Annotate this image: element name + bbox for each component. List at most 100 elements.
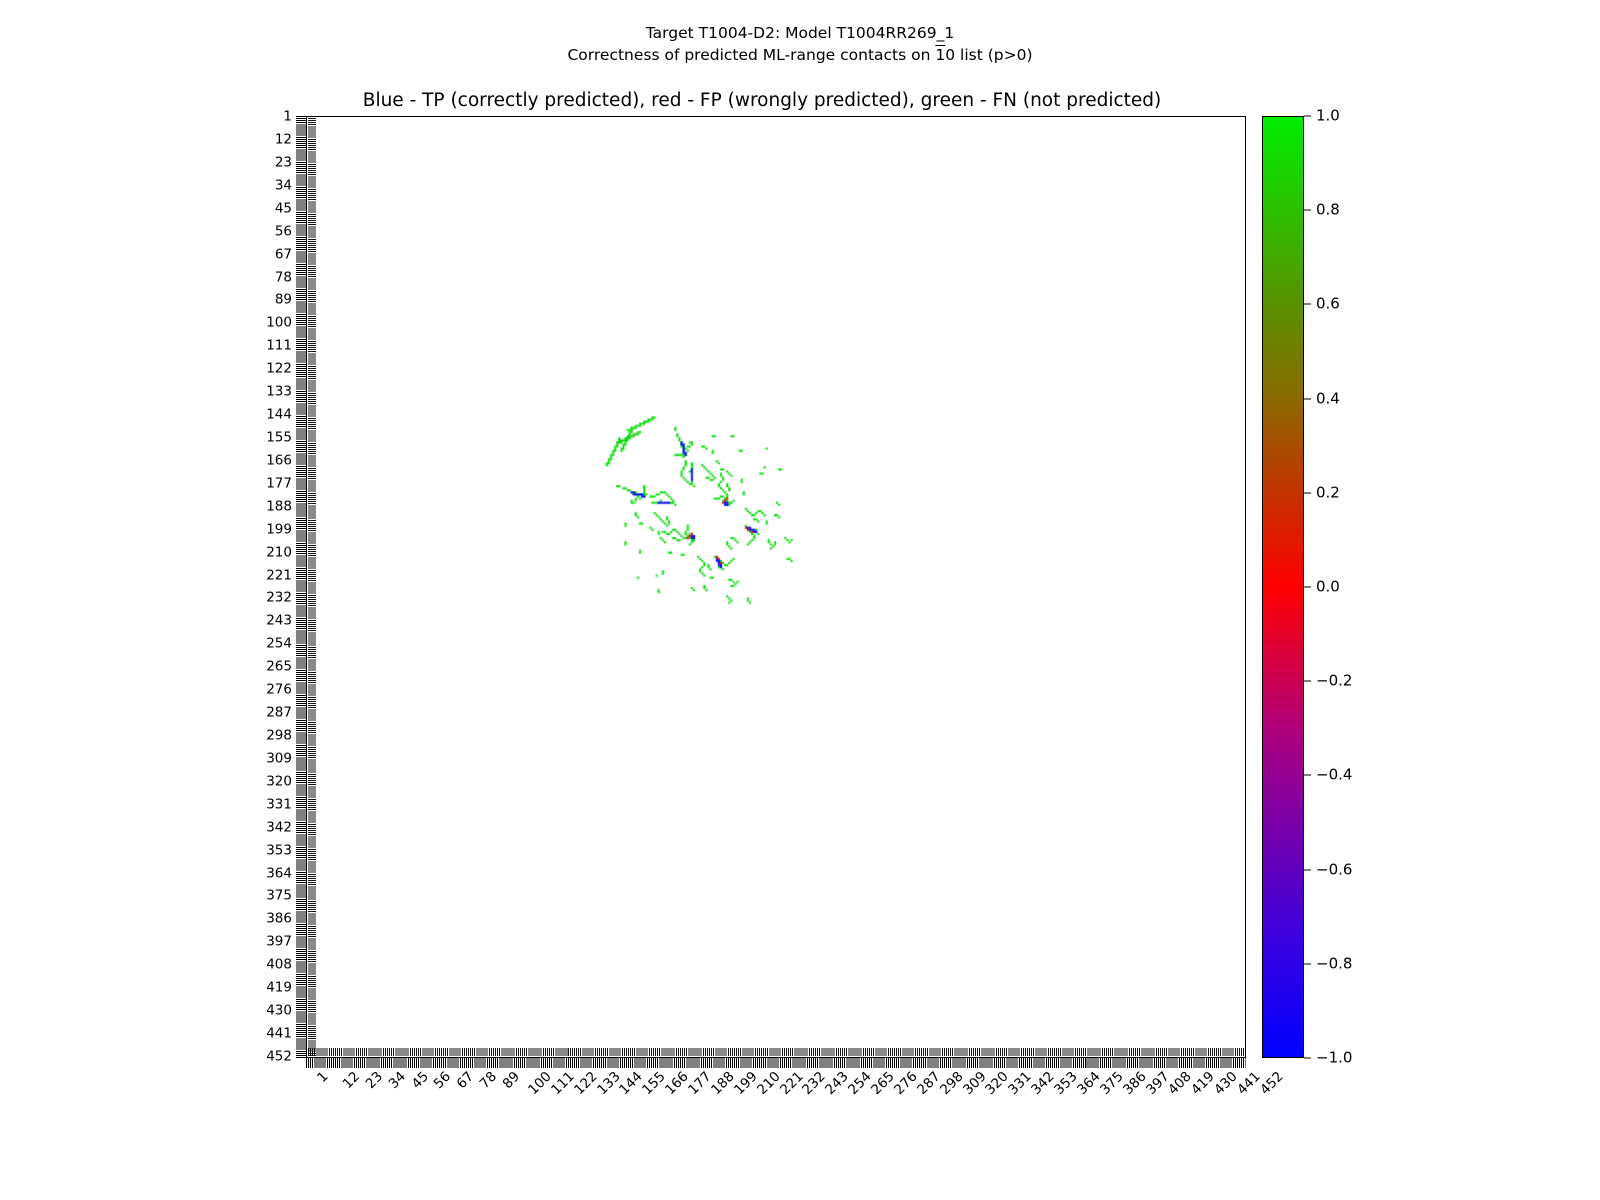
y-tick-label: 199 [266,520,292,537]
x-tick-label: 45 [408,1068,432,1093]
colorbar-tick-value: 0.8 [1316,200,1340,219]
y-tick-label: 111 [266,337,292,354]
x-tick-label: 12 [339,1068,363,1093]
y-tick-label: 155 [266,429,292,446]
y-axis-minor-ticks [296,116,306,1058]
x-tick-label: 78 [476,1068,501,1093]
colorbar-gradient [1262,116,1304,1058]
colorbar-tick: −1.0 [1304,1048,1353,1067]
x-tick-label: 67 [453,1068,478,1093]
chart-title-line-1: Target T1004-D2: Model T1004RR269_1 [645,24,955,42]
colorbar-tick-dash [1304,303,1311,305]
colorbar-tick-dash [1304,963,1311,965]
y-tick-label: 364 [266,864,292,881]
y-tick-label: 133 [266,383,292,400]
colorbar-tick: −0.4 [1304,765,1353,784]
y-tick-label: 276 [266,681,292,698]
y-tick-label: 34 [274,177,292,194]
colorbar-tick: 0.4 [1304,391,1340,406]
x-tick-label: 452 [1257,1068,1287,1099]
y-tick-label: 287 [266,704,292,721]
colorbar-tick-dash [1304,209,1311,211]
y-tick-label: 408 [266,956,292,973]
colorbar-tick-value: −0.4 [1316,765,1353,784]
colorbar-tick-dash [1304,680,1311,682]
y-tick-label: 89 [274,291,292,308]
chart-title-block: Target T1004-D2: Model T1004RR269_1 Corr… [0,22,1600,66]
x-axis-minor-ticks [306,1058,1246,1068]
colorbar-tick-dash [1304,1057,1311,1059]
x-axis-tick-labels: 1 12 23 34 45 56 67 78 89 100 111 122 133 144 155 166 17… [306,1068,1286,1150]
y-tick-label: 177 [266,475,292,492]
colorbar-tick-dash [1304,115,1311,117]
y-tick-label: 320 [266,773,292,790]
y-tick-label: 353 [266,841,292,858]
colorbar-tick: 0.2 [1304,485,1340,500]
y-axis-tick-labels: 1 12 23 34 45 56 67 78 89 100 111 122 133 144 155 166 17… [230,110,292,1063]
y-tick-label: 232 [266,589,292,606]
x-tick-label: 89 [499,1068,524,1093]
y-tick-label: 375 [266,887,292,904]
colorbar-tick-dash [1304,492,1311,494]
colorbar-tick-value: −0.6 [1316,860,1353,879]
colorbar-tick: −0.2 [1304,671,1353,690]
y-tick-label: 221 [266,566,292,583]
y-axis-inner-ticks [307,117,316,1056]
colorbar-tick-value: 0.6 [1316,294,1340,313]
colorbar-tick-value: −0.8 [1316,954,1353,973]
y-tick-label: 67 [274,245,292,262]
colorbar-tick-dash [1304,774,1311,776]
y-tick-label: 331 [266,796,292,813]
y-tick-label: 45 [274,199,292,216]
colorbar-tick-value: −1.0 [1316,1048,1353,1067]
y-tick-label: 12 [274,131,292,148]
y-tick-label: 210 [266,543,292,560]
y-tick-label: 188 [266,498,292,514]
colorbar-tick-dash [1304,869,1311,871]
y-tick-label: 166 [266,452,292,469]
y-tick-label: 1 [283,108,292,125]
colorbar-tick-value: −0.2 [1316,671,1353,690]
y-tick-label: 122 [266,360,292,377]
colorbar-tick: 1.0 [1304,106,1340,125]
chart-subtitle-prefix: Correctness of predicted ML-range contac… [567,46,936,64]
legend-caption: Blue - TP (correctly predicted), red - F… [362,90,1162,111]
y-tick-label: 298 [266,727,292,744]
x-tick-label: 34 [385,1068,409,1093]
colorbar-tick-value: 0.4 [1316,389,1340,408]
y-tick-label: 342 [266,818,292,835]
x-tick-label: 56 [431,1068,455,1093]
x-tick-label: 1 [314,1068,332,1086]
x-axis-inner-ticks [308,1048,1244,1056]
chart-subtitle-overline: 1 [935,46,946,64]
colorbar-tick-value: 1.0 [1316,106,1340,125]
colorbar-tick-value: 0.2 [1316,483,1340,502]
y-tick-label: 419 [266,979,292,996]
y-tick-label: 452 [266,1048,292,1065]
y-tick-label: 78 [274,268,292,285]
x-tick-label: 23 [362,1068,386,1093]
y-tick-label: 254 [266,635,292,652]
colorbar-tick: −0.8 [1304,956,1352,971]
y-tick-label: 56 [274,222,292,239]
contact-map-plot [306,116,1246,1058]
colorbar-tick: −0.6 [1304,862,1352,877]
colorbar-tick: 0.6 [1304,294,1340,313]
chart-subtitle-suffix: 0 list (p>0) [945,46,1033,64]
y-tick-label: 309 [266,750,292,767]
colorbar-tick-value: 0.0 [1316,577,1340,596]
colorbar-tick-dash [1304,398,1311,400]
colorbar-tick: 0.8 [1304,200,1340,219]
contact-map-canvas [307,117,1245,1057]
y-tick-label: 100 [266,314,292,331]
y-tick-label: 265 [266,658,292,675]
y-tick-label: 23 [274,154,292,171]
colorbar-tick-labels: 1.0 0.8 0.6 0.4 0.2 0.0 −0.2 −0.4 −0.6 −0.8 −1.0 [1304,108,1424,1065]
y-tick-label: 243 [266,612,292,629]
colorbar [1262,116,1304,1058]
colorbar-tick: 0.0 [1304,577,1340,596]
y-tick-label: 397 [266,933,292,950]
colorbar-tick-dash [1304,586,1311,588]
y-tick-label: 441 [266,1025,292,1042]
chart-title-line-2: Correctness of predicted ML-range contac… [0,44,1600,66]
